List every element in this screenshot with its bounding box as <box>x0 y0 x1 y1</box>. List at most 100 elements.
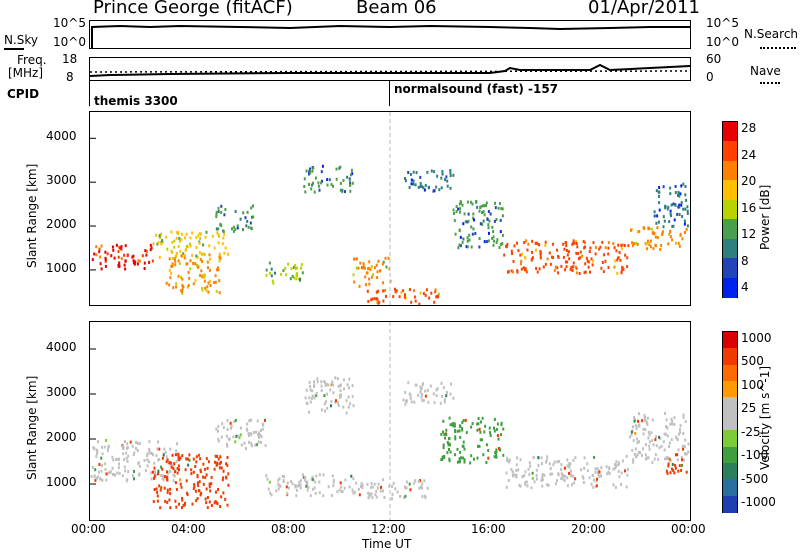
velocity-colorbar <box>722 331 738 513</box>
y-tick-label: 2000 <box>46 430 77 444</box>
nsky-panel <box>89 20 691 49</box>
y-tick-label: 1000 <box>46 260 77 275</box>
power-panel <box>89 111 691 306</box>
y-tick-label: 4000 <box>46 340 77 354</box>
power-echo-region <box>404 169 455 193</box>
nsearch-dotted-key <box>760 47 796 49</box>
velocity-echo-region <box>353 478 429 501</box>
x-tick-label: 00:00 <box>671 522 706 536</box>
x-tick-label: 12:00 <box>371 522 406 536</box>
velocity-echo-region <box>215 418 267 450</box>
colorbar-tick-label: 28 <box>741 121 757 135</box>
colorbar-tick-label: -25 <box>741 424 761 439</box>
nsearch-tick-top: 10^5 <box>706 16 739 30</box>
power-echo-region <box>265 261 304 285</box>
freq-tick-top: 18 <box>62 52 78 66</box>
cpid-switch-marker <box>389 80 390 106</box>
date-title: 01/Apr/2011 <box>588 0 700 18</box>
colorbar-tick-label: 12 <box>741 227 757 241</box>
colorbar-segment <box>723 277 737 298</box>
power-echo-region <box>152 230 230 259</box>
freq-panel <box>89 57 691 81</box>
colorbar-segment <box>723 462 737 481</box>
colorbar-segment <box>723 122 737 143</box>
power-echo-region <box>452 200 504 250</box>
station-title: Prince George (fitACF) <box>93 0 293 18</box>
colorbar-segment <box>723 141 737 162</box>
y-tick-label: 2000 <box>46 217 77 232</box>
colorbar-tick-label: -1000 <box>741 495 776 509</box>
colorbar-tick-label: 20 <box>741 174 757 188</box>
power-echo-region <box>165 252 222 295</box>
cpid-1: themis 3300 <box>94 94 178 108</box>
y-tick-label: 3000 <box>46 173 77 188</box>
velocity-heatmap <box>90 322 690 520</box>
velocity-echo-region <box>505 454 630 490</box>
colorbar-segment <box>723 180 737 201</box>
colorbar-tick-label: 25 <box>741 401 757 416</box>
velocity-echo-region <box>440 416 505 465</box>
nave-label: Nave <box>750 64 781 78</box>
nsearch-tick-bottom: 10^0 <box>706 35 739 49</box>
cpid-label: CPID <box>7 87 40 101</box>
colorbar-tick-label: 24 <box>741 147 757 162</box>
nsky-tick-top: 10^5 <box>53 16 86 30</box>
colorbar-segment <box>723 381 737 399</box>
power-colorbar <box>722 121 738 298</box>
x-tick-label: 04:00 <box>171 522 206 536</box>
colorbar-segment <box>723 397 737 415</box>
power-echo-region <box>91 243 154 271</box>
beam-title: Beam 06 <box>356 0 437 18</box>
x-tick-label: 00:00 <box>71 522 106 536</box>
colorbar-segment <box>723 446 737 464</box>
velocity-echo-region <box>665 453 688 475</box>
colorbar-tick-label: 1000 <box>741 331 772 345</box>
colorbar-tick-label: 4 <box>741 280 749 294</box>
colorbar-tick-label: -100 <box>741 448 769 463</box>
freq-tick-bottom: 8 <box>66 70 74 84</box>
x-tick-label: 16:00 <box>471 522 506 536</box>
colorbar-tick-label: 100 <box>741 377 764 392</box>
power-echo-region <box>215 204 255 233</box>
colorbar-segment <box>723 219 737 240</box>
power-echo-region <box>653 182 689 229</box>
velocity-echo-region <box>402 381 455 406</box>
x-axis-label: Time UT <box>362 537 412 551</box>
cpid-start-marker <box>89 80 90 106</box>
colorbar-segment <box>723 348 737 366</box>
colorbar-segment <box>723 364 737 383</box>
velocity-echo-region <box>265 473 355 498</box>
power-heatmap <box>90 112 689 305</box>
colorbar-segment <box>723 495 737 513</box>
colorbar-segment <box>723 430 737 448</box>
nave-dotted-key <box>760 82 780 84</box>
colorbar-tick-label: -500 <box>741 471 769 486</box>
power-echo-region <box>303 164 354 194</box>
colorbar-tick-label: 500 <box>741 354 764 369</box>
colorbar-segment <box>723 258 737 279</box>
colorbar-segment <box>723 238 737 260</box>
nsearch-label: N.Search <box>744 27 799 41</box>
velocity-ylabel: Slant Range [km] <box>25 375 39 480</box>
y-tick-label: 1000 <box>46 475 77 489</box>
nsky-line-key <box>4 48 24 50</box>
velocity-panel <box>89 321 691 521</box>
power-echo-region <box>630 226 688 251</box>
x-tick-label: 08:00 <box>271 522 306 536</box>
nave-tick-top: 60 <box>706 52 722 66</box>
nsky-tick-bottom: 10^0 <box>53 35 86 49</box>
colorbar-segment <box>723 332 737 350</box>
freq-trace <box>90 63 690 77</box>
freq-label-1: Freq. <box>17 53 47 67</box>
colorbar-segment <box>723 199 737 221</box>
y-tick-label: 3000 <box>46 385 77 399</box>
nsky-label: N.Sky <box>4 33 39 47</box>
colorbar-segment <box>723 160 737 182</box>
colorbar-tick-label: 8 <box>741 253 749 268</box>
power-echo-region <box>352 256 392 288</box>
colorbar-segment <box>723 413 737 432</box>
power-colorbar-label: Power [dB] <box>758 184 772 250</box>
freq-label-2: [MHz] <box>8 66 44 80</box>
cpid-2: normalsound (fast) -157 <box>394 82 559 96</box>
velocity-echo-region <box>90 439 178 483</box>
